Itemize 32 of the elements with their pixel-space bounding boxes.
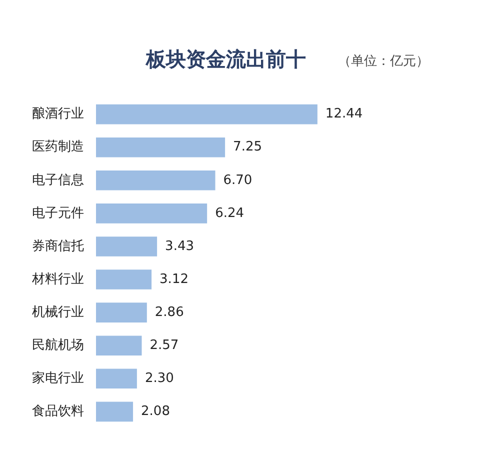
data-label: 3.12 — [160, 272, 188, 287]
y-tick-label: 电子信息 — [32, 172, 84, 188]
bar — [96, 368, 137, 389]
data-label: 7.25 — [233, 140, 262, 155]
bar — [96, 236, 158, 256]
y-tick-label: 电子元件 — [32, 206, 84, 221]
y-tick-label: 医药制造 — [32, 140, 84, 155]
bar — [96, 270, 152, 290]
text: （单位：亿元） — [338, 53, 429, 70]
y-tick-label: 食品饮料 — [32, 404, 84, 420]
data-label: 2.57 — [150, 338, 179, 353]
bar — [96, 170, 216, 190]
data-label: 2.30 — [144, 371, 174, 386]
data-label: 2.08 — [141, 404, 170, 420]
data-label: 3.43 — [165, 238, 194, 254]
y-tick-label: 酿酒行业 — [32, 106, 84, 122]
bar — [96, 104, 318, 124]
data-label: 6.24 — [215, 206, 244, 221]
chart-title: 板块资金流出前十 — [146, 46, 306, 73]
bar — [96, 204, 208, 224]
data-label: 12.44 — [325, 106, 363, 122]
bar — [96, 336, 142, 356]
y-tick-label: 家电行业 — [32, 370, 84, 386]
data-label: 6.70 — [223, 172, 252, 188]
y-tick-label: 材料行业 — [31, 272, 84, 287]
bar — [96, 402, 134, 422]
y-tick-label: 民航机场 — [32, 338, 84, 353]
bar — [96, 302, 147, 322]
y-tick-label: 券商信托 — [32, 238, 84, 254]
bar — [96, 137, 226, 158]
data-label: 2.86 — [154, 304, 184, 320]
y-tick-label: 机械行业 — [32, 304, 84, 320]
